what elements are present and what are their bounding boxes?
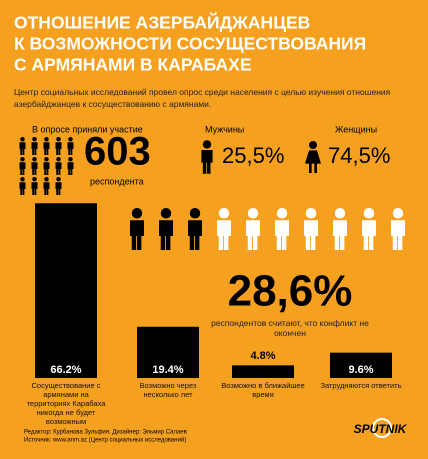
person-icon [31,157,38,175]
source: Источник: www.anm.az (Центр социальных и… [24,437,186,444]
person-icon [275,208,289,250]
bar [35,203,97,378]
women-label: Женщины [335,124,377,134]
person-icon [333,208,347,250]
person-icon [391,208,405,250]
category-label: Возможно в ближайшее время [221,381,305,399]
bar [330,352,392,378]
person-icon [67,137,74,155]
person-icon [188,208,202,250]
participants: 603 [84,130,151,174]
person-icon [43,177,50,195]
person-icon [55,157,62,175]
person-icon [19,137,26,155]
person-icon [217,208,231,250]
category-label: Возможно через несколько лет [139,381,197,399]
person-icon [130,208,144,250]
man-icon [201,140,213,174]
person-icon [67,157,74,175]
value-label: 66.2% [50,364,81,376]
value-label: 9.6% [348,364,373,376]
person-icon [246,208,260,250]
title-line: С АРМЯНАМИ В КАРАБАХЕ [14,55,252,75]
credits: Редактор: Курбанова Зульфия. Дизайнер: Э… [24,429,187,436]
person-icon [43,157,50,175]
participants-unit: респондента [90,176,144,186]
person-icon [19,177,26,195]
men-label: Мужчины [205,124,244,134]
person-icon [304,208,318,250]
category-label: Затрудняются ответить [320,381,402,390]
person-icon [55,177,62,195]
person-icon [159,208,173,250]
category-label: Сосуществование с армянами на территория… [26,381,106,426]
conflict-text: респондентов считают, что конфликт не ок… [211,318,369,338]
intro: Центр социальных исследований провел опр… [14,87,391,109]
title-line: К ВОЗМОЖНОСТИ СОСУЩЕСТВОВАНИЯ [14,34,366,54]
logo: SPUTNIK [354,422,408,436]
person-icon [31,177,38,195]
men-share: 25,5% [222,143,284,168]
value-label: 19.4% [152,364,183,376]
woman-icon [305,141,321,173]
value-label: 4.8% [250,350,275,362]
person-icon [19,157,26,175]
bar [232,365,294,378]
crowd-icons [19,137,74,195]
conflict-share: 28,6% [228,267,353,316]
people-row [130,208,405,250]
title-line: ОТНОШЕНИЕ АЗЕРБАЙДЖАНЦЕВ [14,12,310,33]
person-icon [43,137,50,155]
logo-ring [372,418,392,438]
participants-label: В опросе приняли участие [32,124,143,134]
bar [137,326,199,378]
person-icon [31,137,38,155]
person-icon [55,137,62,155]
women-share: 74,5% [328,143,390,168]
person-icon [362,208,376,250]
